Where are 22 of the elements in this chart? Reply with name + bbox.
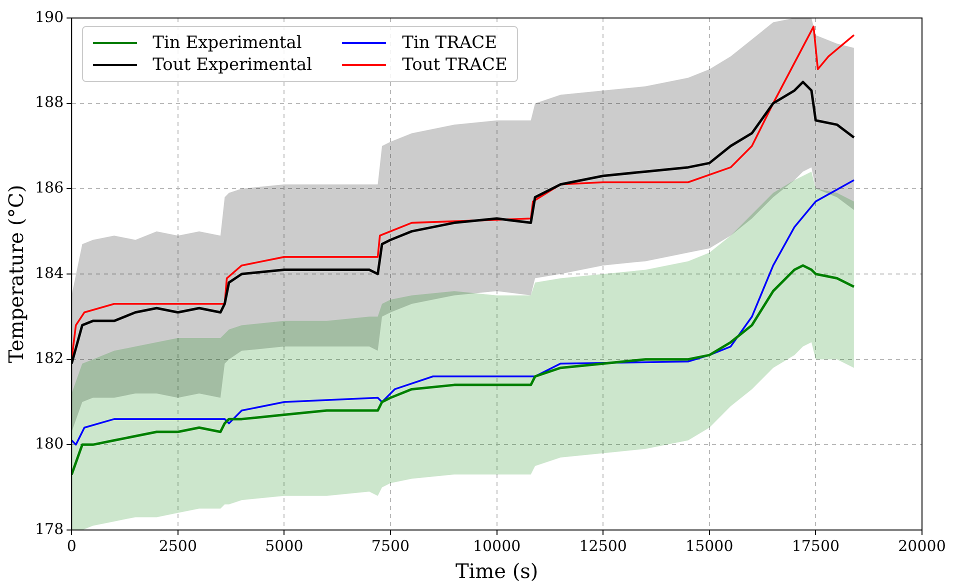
x-tick-label: 12500 (579, 536, 627, 555)
y-tick-label: 180 (34, 434, 64, 453)
x-tick-label: 17500 (792, 536, 840, 555)
legend-label: Tin Experimental (152, 33, 302, 53)
legend-label: Tin TRACE (402, 33, 498, 53)
legend-label: Tout Experimental (152, 55, 312, 75)
x-tick-label: 0 (66, 536, 76, 555)
x-tick-label: 7500 (371, 536, 410, 555)
x-tick-label: 15000 (686, 536, 734, 555)
y-tick-label: 182 (34, 349, 64, 368)
y-tick-label: 184 (34, 264, 64, 282)
y-tick-label: 188 (34, 93, 64, 112)
legend-label: Tout TRACE (402, 55, 508, 75)
y-tick-label: 190 (34, 8, 64, 26)
x-tick-label: 5000 (265, 536, 304, 555)
x-tick-label: 2500 (158, 536, 198, 555)
x-tick-label: 20000 (898, 536, 946, 555)
x-tick-label: 10000 (472, 536, 521, 555)
y-tick-label: 178 (34, 520, 64, 538)
x-axis-title: Time (s) (455, 559, 538, 584)
y-axis-title: Temperature (°C) (4, 184, 28, 364)
y-tick-label: 186 (34, 178, 64, 197)
